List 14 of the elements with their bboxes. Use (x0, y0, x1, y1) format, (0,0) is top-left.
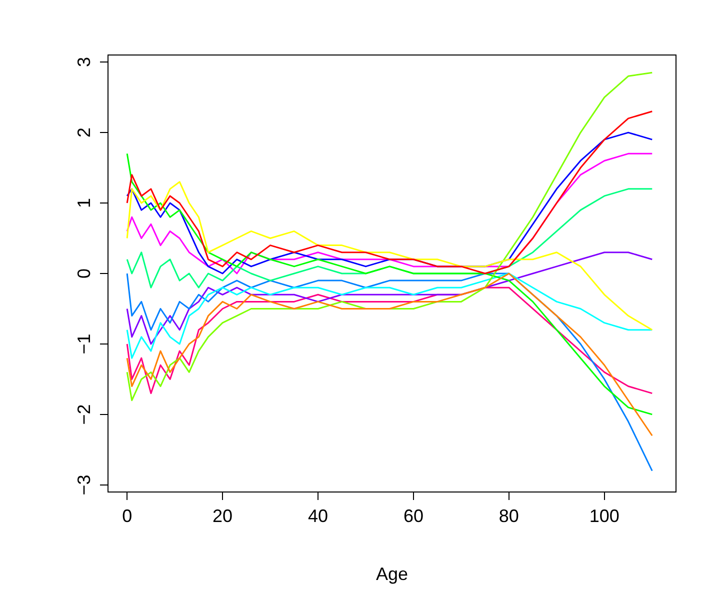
x-axis-title: Age (376, 564, 408, 584)
x-tick-label: 80 (498, 506, 519, 526)
x-tick-label: 40 (308, 506, 328, 526)
x-tick-label: 20 (212, 506, 233, 526)
x-tick-label: 100 (589, 506, 620, 526)
y-tick-label: −2 (74, 404, 94, 425)
y-tick-label: 3 (74, 57, 94, 68)
y-tick-label: 1 (74, 198, 94, 208)
y-tick-label: 2 (74, 128, 94, 138)
y-tick-label: 0 (74, 268, 94, 279)
x-tick-label: 60 (403, 506, 424, 526)
y-tick-label: −3 (74, 474, 94, 496)
x-tick-label: 0 (122, 506, 132, 526)
y-tick-label: −1 (74, 334, 94, 354)
